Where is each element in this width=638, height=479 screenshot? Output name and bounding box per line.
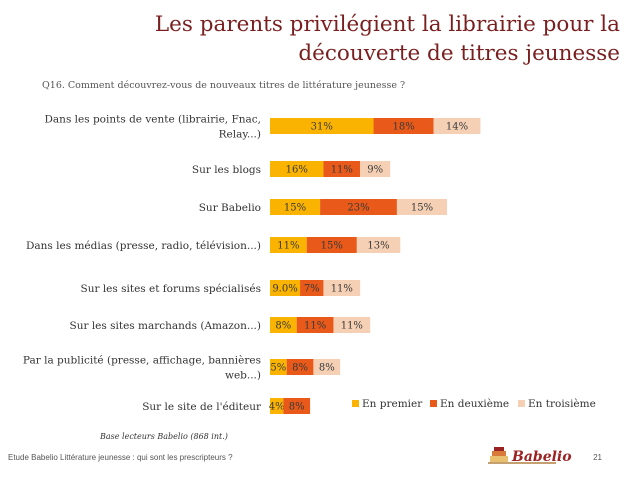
bar-segment — [360, 161, 391, 177]
data-label: 15% — [321, 241, 343, 252]
legend-swatch — [518, 400, 525, 407]
legend-label: En troisième — [528, 398, 596, 410]
category-label: Par la publicité (presse, affichage, ban… — [23, 355, 261, 367]
bar-segment — [270, 280, 301, 296]
data-label: 11% — [331, 165, 353, 176]
data-label: 9% — [367, 165, 383, 176]
data-label: 11% — [331, 284, 353, 295]
legend-swatch — [352, 400, 359, 407]
legend-label: En premier — [362, 398, 423, 410]
bar-segment — [270, 237, 307, 253]
babelio-logo-icon — [488, 447, 556, 464]
bar-segment — [270, 118, 374, 134]
bar-segment — [270, 398, 284, 414]
data-label: 8% — [292, 363, 308, 374]
data-label: 15% — [411, 203, 433, 214]
page-title: Les parents privilégient la librairie po… — [154, 12, 620, 66]
footer-text: Etude Babelio Littérature jeunesse : qui… — [8, 453, 233, 462]
data-label: 11% — [277, 241, 299, 252]
legend-swatch — [430, 400, 437, 407]
bar-segment — [270, 317, 297, 333]
data-label: 9.0% — [272, 284, 297, 295]
data-label: 8% — [275, 321, 291, 332]
data-label: 4% — [269, 402, 285, 413]
category-label: Sur Babelio — [199, 202, 261, 214]
logo-text: Babelio — [512, 449, 572, 465]
bar-segment — [270, 359, 287, 375]
bar-segment — [433, 118, 481, 134]
data-label: 13% — [367, 241, 389, 252]
legend-label: En deuxième — [440, 398, 509, 410]
bar-segment — [323, 280, 361, 296]
bar-segment — [286, 359, 314, 375]
bar-segment — [356, 237, 401, 253]
bar-segment — [373, 118, 434, 134]
bar-segment — [396, 199, 448, 215]
bar-segment — [270, 199, 321, 215]
bar-segment — [296, 317, 334, 333]
page-number: 21 — [593, 453, 602, 462]
data-label: 11% — [304, 321, 326, 332]
category-label: Sur les sites marchands (Amazon...) — [70, 320, 262, 332]
bar-segment — [300, 280, 324, 296]
data-label: 18% — [392, 122, 414, 133]
bar-segment — [313, 359, 341, 375]
data-label: 23% — [347, 203, 369, 214]
data-label: 14% — [446, 122, 468, 133]
base-note: Base lecteurs Babelio (868 int.) — [100, 432, 228, 441]
bar-segment — [283, 398, 311, 414]
data-label: 8% — [289, 402, 305, 413]
survey-question: Q16. Comment découvrez-vous de nouveaux … — [42, 80, 406, 91]
bar-segment — [333, 317, 371, 333]
bar-segment — [320, 199, 397, 215]
data-label: 8% — [319, 363, 335, 374]
category-label: Sur les sites et forums spécialisés — [81, 283, 262, 295]
data-label: 11% — [341, 321, 363, 332]
data-label: 7% — [304, 284, 320, 295]
category-label: Sur les blogs — [192, 164, 261, 176]
category-label: Sur le site de l'éditeur — [142, 401, 262, 413]
category-label: web...) — [225, 370, 261, 382]
category-label: Dans les points de vente (librairie, Fna… — [45, 114, 262, 126]
bar-segment — [306, 237, 357, 253]
data-label: 5% — [270, 363, 286, 374]
category-label: Relay...) — [219, 129, 261, 141]
data-label: 15% — [284, 203, 306, 214]
bar-segment — [323, 161, 361, 177]
data-label: 16% — [286, 165, 308, 176]
data-label: 31% — [311, 122, 333, 133]
category-label: Dans les médias (presse, radio, télévisi… — [26, 240, 261, 252]
bar-segment — [270, 161, 324, 177]
